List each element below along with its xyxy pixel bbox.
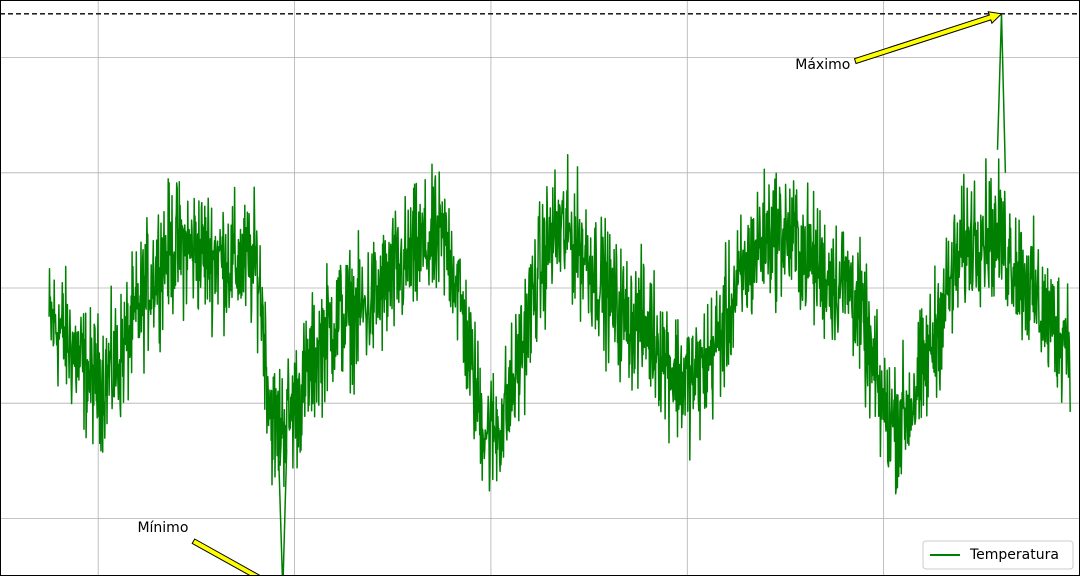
annotation-arrow-max xyxy=(853,11,1003,65)
legend-box xyxy=(922,540,1074,570)
annotation-min-label: Mínimo xyxy=(137,520,188,536)
annotation-max-label: Máximo xyxy=(795,57,850,73)
legend-label-temperatura: Temperatura xyxy=(969,547,1059,563)
legend: Temperatura xyxy=(922,540,1074,570)
reference-lines xyxy=(0,13,1080,15)
annotation-arrow-min xyxy=(191,538,262,576)
annotations: Máximo Mínimo xyxy=(137,11,1003,576)
